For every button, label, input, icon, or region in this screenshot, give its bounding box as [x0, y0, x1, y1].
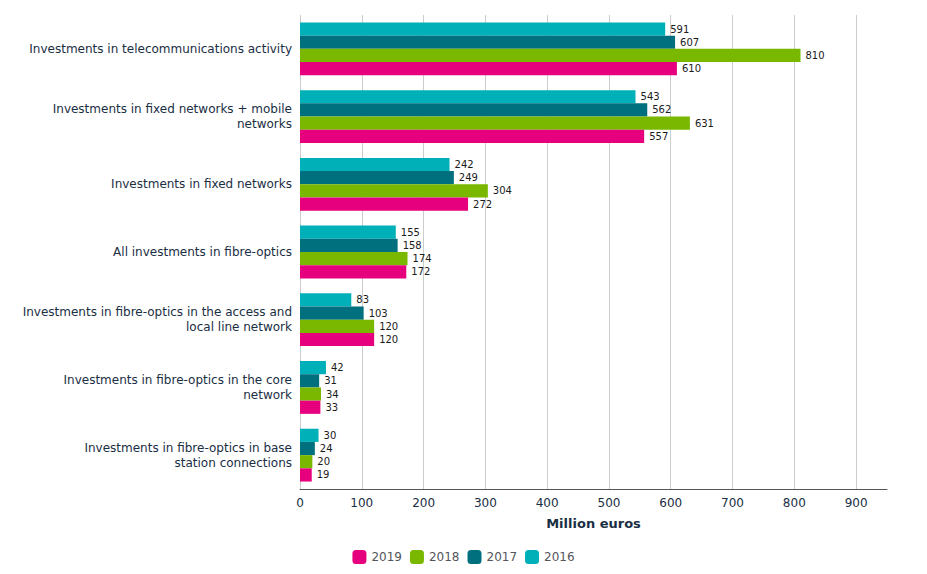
svg-text:200: 200 — [412, 496, 435, 510]
svg-text:700: 700 — [721, 496, 744, 510]
svg-text:155: 155 — [401, 227, 420, 238]
svg-text:Investments in fixed networks: Investments in fixed networks — [111, 177, 292, 191]
svg-text:272: 272 — [473, 199, 492, 210]
svg-text:2019: 2019 — [371, 550, 402, 564]
svg-text:557: 557 — [649, 131, 668, 142]
svg-text:24: 24 — [320, 443, 333, 454]
svg-text:2017: 2017 — [487, 550, 518, 564]
svg-text:242: 242 — [455, 159, 474, 170]
svg-text:Investments in fibre-optics in: Investments in fibre-optics in the core — [64, 373, 293, 387]
svg-text:All investments in fibre-optic: All investments in fibre-optics — [113, 245, 292, 259]
svg-text:562: 562 — [652, 104, 671, 115]
svg-text:600: 600 — [659, 496, 682, 510]
svg-text:network: network — [243, 388, 292, 402]
svg-text:83: 83 — [356, 294, 369, 305]
svg-text:610: 610 — [682, 63, 701, 74]
svg-text:800: 800 — [783, 496, 806, 510]
svg-text:Investments in fibre-optics in: Investments in fibre-optics in the acces… — [23, 305, 292, 319]
svg-text:30: 30 — [324, 430, 337, 441]
svg-text:Investments in fixed networks: Investments in fixed networks + mobile — [53, 102, 292, 116]
svg-text:Million euros: Million euros — [546, 516, 641, 531]
svg-text:607: 607 — [680, 37, 699, 48]
svg-text:networks: networks — [237, 117, 292, 131]
svg-text:120: 120 — [379, 334, 398, 345]
svg-text:900: 900 — [845, 496, 868, 510]
svg-text:300: 300 — [474, 496, 497, 510]
svg-text:2018: 2018 — [429, 550, 460, 564]
svg-text:172: 172 — [411, 266, 430, 277]
svg-text:34: 34 — [326, 389, 339, 400]
svg-text:0: 0 — [296, 496, 304, 510]
svg-text:103: 103 — [369, 308, 388, 319]
svg-text:19: 19 — [317, 469, 330, 480]
svg-text:Investments in fibre-optics in: Investments in fibre-optics in base — [84, 441, 292, 455]
svg-text:174: 174 — [413, 253, 432, 264]
svg-text:100: 100 — [350, 496, 373, 510]
svg-text:42: 42 — [331, 362, 344, 373]
svg-text:810: 810 — [805, 50, 824, 61]
svg-text:20: 20 — [317, 456, 330, 467]
svg-text:543: 543 — [641, 91, 660, 102]
svg-text:local line network: local line network — [186, 320, 292, 334]
svg-text:158: 158 — [403, 240, 422, 251]
svg-text:Investments in telecommunicati: Investments in telecommunications activi… — [29, 42, 292, 56]
svg-text:31: 31 — [324, 375, 337, 386]
svg-text:400: 400 — [536, 496, 559, 510]
svg-text:station connections: station connections — [175, 456, 292, 470]
svg-text:304: 304 — [493, 185, 512, 196]
svg-text:591: 591 — [670, 24, 689, 35]
svg-text:2016: 2016 — [544, 550, 575, 564]
svg-text:631: 631 — [695, 118, 714, 129]
svg-text:120: 120 — [379, 321, 398, 332]
svg-text:249: 249 — [459, 172, 478, 183]
svg-text:500: 500 — [597, 496, 620, 510]
svg-text:33: 33 — [325, 402, 338, 413]
